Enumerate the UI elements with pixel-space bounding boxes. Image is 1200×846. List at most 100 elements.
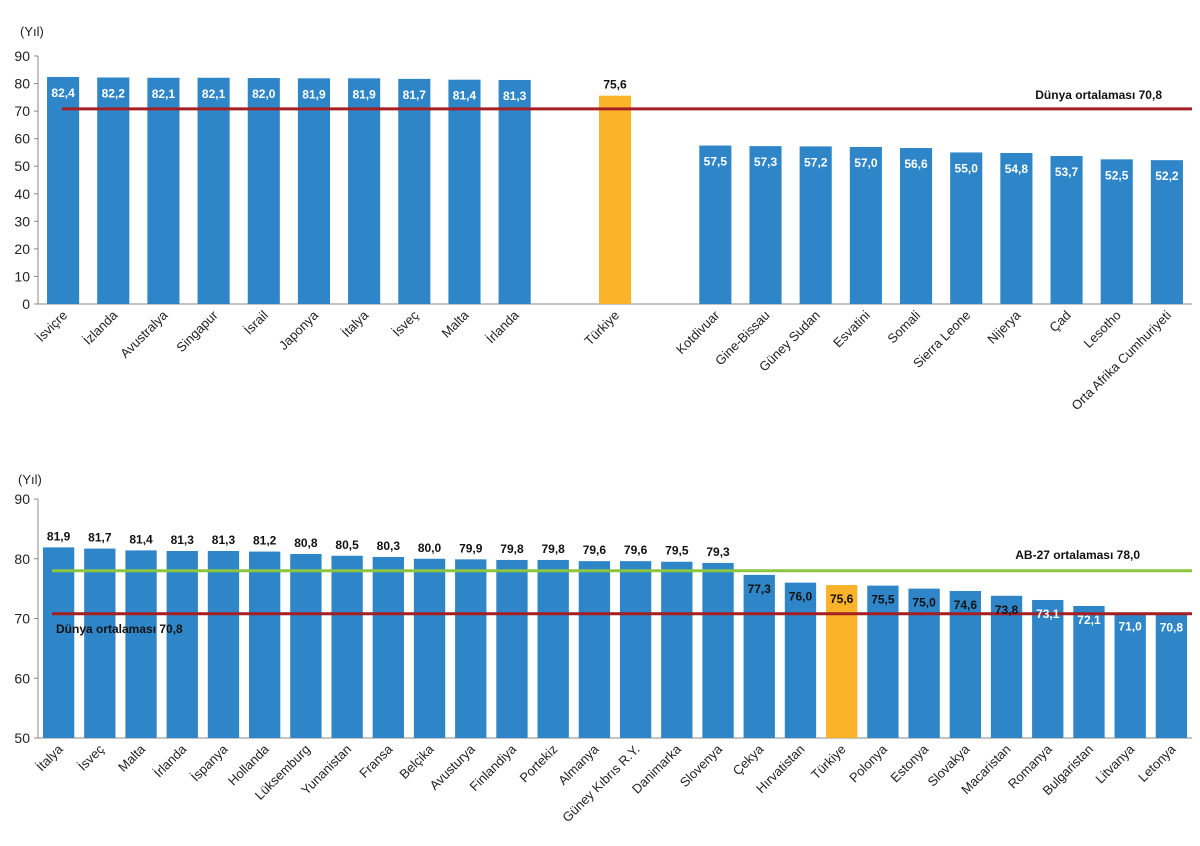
data-label-7: 81,9 [352,87,376,101]
data-label-13: 79,8 [541,542,565,556]
data-label-6: 81,2 [253,534,277,548]
reference-line-label-2: Dünya ortalaması 70,8 [56,622,183,636]
data-label-8: 80,5 [335,538,359,552]
bar-8 [331,555,363,738]
data-label-1: 82,4 [51,86,75,100]
bar-11 [455,559,487,738]
bar-27 [1114,612,1146,738]
bar-22 [1100,159,1133,304]
data-label-14: 57,5 [704,155,728,169]
data-label-28: 70,8 [1160,621,1184,635]
y-axis-unit-label: (Yıl) [20,24,44,39]
bar-12 [598,95,632,305]
data-label-16: 79,5 [665,544,689,558]
data-label-8: 81,7 [403,88,427,102]
bar-20 [1000,152,1033,304]
data-label-9: 81,4 [453,89,477,103]
category-label-13: Portekiz [516,742,560,786]
data-label-18: 77,3 [748,582,772,596]
y-tick-label: 90 [14,491,30,507]
data-label-21: 75,5 [871,593,895,607]
data-label-19: 76,0 [789,590,813,604]
bar-8 [398,78,431,304]
bar-7 [290,553,322,738]
bar-10 [498,79,531,305]
y-tick-label: 40 [14,186,30,202]
category-label-21: Polonya [846,741,890,785]
category-label-1: İtalya [33,741,66,774]
bar-4 [166,550,198,738]
y-tick-label: 80 [14,76,30,92]
data-label-5: 82,0 [252,87,276,101]
data-label-10: 80,0 [418,541,442,555]
data-label-16: 57,2 [804,155,828,169]
y-axis-unit-label: (Yıl) [18,472,42,487]
data-label-5: 81,3 [212,533,236,547]
data-label-10: 81,3 [503,89,527,103]
category-label-20: Türkiye [808,742,849,783]
bar-21 [1050,156,1083,304]
bar-24 [990,595,1023,738]
bar-21 [867,585,899,738]
bar-14 [578,561,611,738]
y-tick-label: 60 [14,670,30,686]
bar-20 [826,585,858,738]
bar-25 [1032,599,1064,738]
category-label-9: Fransa [356,741,396,781]
data-label-21: 53,7 [1055,165,1079,179]
data-label-15: 79,6 [624,543,648,557]
bar-1 [47,76,80,304]
y-tick-label: 70 [14,103,30,119]
y-tick-label: 10 [14,268,30,284]
data-label-4: 81,3 [171,533,195,547]
bar-3 [147,77,180,304]
data-label-12: 75,6 [603,78,627,92]
bar-22 [908,588,940,738]
category-label-3: Malta [115,741,149,775]
data-label-18: 56,6 [904,157,928,171]
data-label-14: 79,6 [583,543,607,557]
bar-23 [1150,160,1183,304]
data-label-24: 73,8 [995,603,1019,617]
reference-line-label-1: Dünya ortalaması 70,8 [1035,88,1162,102]
bar-2 [97,77,130,304]
bar-1 [42,547,75,738]
bar-5 [207,550,240,738]
category-label-10: Belçika [396,741,437,782]
bar-15 [749,146,782,304]
bar-5 [247,78,280,305]
data-label-17: 79,3 [706,545,730,559]
category-label-18: Çekya [730,741,767,778]
y-tick-label: 50 [14,158,30,174]
bar-13 [537,559,569,738]
bar-7 [348,78,381,304]
data-label-25: 73,1 [1036,607,1060,621]
data-label-17: 57,0 [854,156,878,170]
data-label-23: 74,6 [954,598,978,612]
data-label-23: 52,2 [1155,169,1179,183]
data-label-15: 57,3 [754,155,778,169]
bar-18 [743,574,775,738]
y-tick-label: 50 [14,730,30,746]
bar-14 [699,145,732,304]
y-tick-label: 80 [14,551,30,567]
bar-9 [372,556,404,738]
data-label-20: 54,8 [1005,162,1029,176]
data-label-22: 52,5 [1105,168,1129,182]
bar-4 [197,77,230,304]
bar-15 [619,561,652,738]
data-label-9: 80,3 [377,539,401,553]
y-tick-label: 20 [14,241,30,257]
data-label-6: 81,9 [302,87,326,101]
y-tick-label: 60 [14,131,30,147]
bar-6 [297,78,331,304]
bar-16 [661,561,693,738]
data-label-4: 82,1 [202,87,226,101]
bar-9 [448,79,481,304]
data-label-1: 81,9 [47,529,71,543]
bar-19 [950,152,983,304]
data-label-26: 72,1 [1077,613,1101,627]
category-label-28: Letonya [1135,741,1179,785]
bar-28 [1155,613,1188,738]
